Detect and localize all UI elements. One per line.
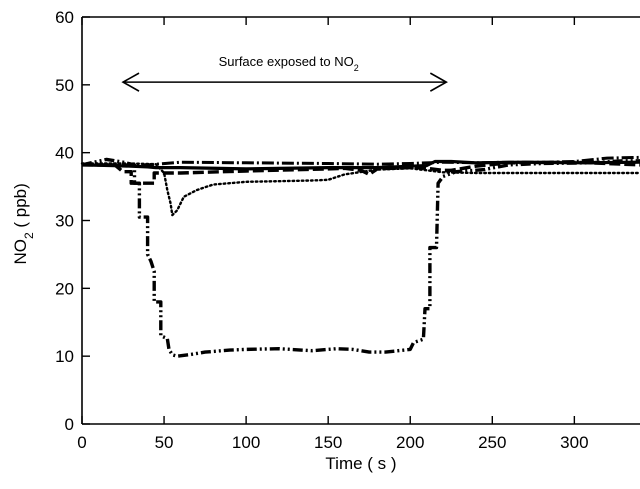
x-tick-label: 250 [478, 433, 506, 452]
y-tick-label: 30 [55, 212, 74, 231]
x-axis-label: Time ( s ) [325, 454, 396, 473]
annotation-arrowhead-right [429, 72, 448, 92]
annotation-label-sub: 2 [354, 63, 359, 73]
series-line-dash-dot-dot [81, 157, 640, 358]
y-axis-label-base: NO [11, 239, 30, 265]
y-axis-label: NO2 ( ppb) [11, 183, 36, 264]
x-tick-label: 150 [314, 433, 342, 452]
x-tick-label: 200 [396, 433, 424, 452]
y-axis-label-rest: ( ppb) [11, 183, 30, 232]
y-tick-label: 60 [55, 8, 74, 27]
annotation [121, 72, 448, 92]
y-tick-label: 20 [55, 279, 74, 298]
x-tick-label: 50 [155, 433, 174, 452]
y-tick-label: 0 [65, 415, 74, 434]
y-axis-label-sub: 2 [22, 232, 36, 239]
annotation-arrowhead-left [121, 72, 140, 92]
annotation-label: Surface exposed to NO2 [219, 54, 359, 73]
y-axis: 0 10 20 30 40 50 60 [55, 8, 90, 434]
series-line-dashed [82, 160, 640, 185]
y-tick-label: 50 [55, 76, 74, 95]
series-line-dash-dot [82, 155, 640, 167]
x-axis: 0 50 100 150 200 250 300 [77, 17, 589, 452]
x-tick-label: 0 [77, 433, 86, 452]
x-tick-label: 300 [560, 433, 588, 452]
series-line-dotted [80, 162, 640, 217]
plot-frame [81, 16, 640, 425]
annotation-label-text: Surface exposed to NO [219, 54, 354, 69]
y-tick-label: 40 [55, 144, 74, 163]
y-tick-label: 10 [55, 347, 74, 366]
series-layer [80, 155, 640, 358]
x-tick-label: 100 [232, 433, 260, 452]
